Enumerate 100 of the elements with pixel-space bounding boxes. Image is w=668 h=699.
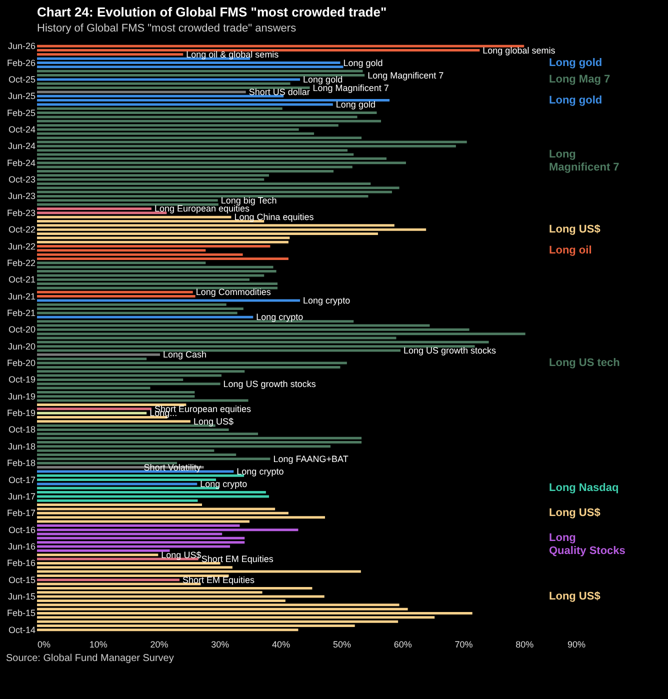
y-tick-label: Feb-23 (6, 208, 36, 218)
bar (37, 295, 196, 298)
bar (37, 258, 288, 260)
data-label: Long oil & global semis (186, 49, 280, 60)
y-tick-label: Oct-16 (8, 524, 36, 535)
bar (37, 358, 147, 360)
y-tick-label: Feb-26 (6, 58, 36, 68)
y-tick-label: Jun-26 (8, 41, 36, 52)
bar (37, 491, 266, 494)
x-tick-label: 10% (89, 640, 108, 650)
bar (37, 528, 298, 532)
bar (37, 162, 406, 164)
y-tick-label: Oct-18 (8, 424, 36, 435)
bar (37, 228, 426, 231)
chart-title: Chart 24: Evolution of Global FMS "most crowded trade" (37, 4, 387, 20)
annotation: Long US$ (549, 224, 600, 236)
x-tick-label: 30% (211, 640, 230, 650)
annotation: Long gold (549, 56, 602, 69)
y-tick-label: Feb-16 (6, 558, 36, 568)
y-tick-label: Oct-22 (8, 224, 36, 235)
data-label: Long FAANG+BAT (273, 454, 349, 464)
bar (37, 412, 147, 414)
data-label: Long big Tech (220, 195, 277, 206)
y-tick-label: Oct-20 (8, 324, 36, 335)
annotation: Long Quality Stocks (549, 532, 626, 558)
bar (37, 353, 160, 356)
bar (37, 620, 398, 623)
data-label: Long crypto (256, 312, 304, 322)
x-tick-label: 90% (567, 640, 586, 650)
x-tick-label: 0% (38, 640, 51, 650)
bar (37, 112, 377, 114)
data-label: Short EM Equities (182, 574, 256, 585)
bar (37, 290, 193, 294)
data-label: Short US dollar (248, 86, 310, 97)
bar (37, 245, 270, 248)
chart-subtitle: History of Global FMS "most crowded trade" answers (37, 22, 297, 35)
data-label: Long Magnificent 7 (368, 70, 444, 80)
bar (37, 186, 400, 190)
y-tick-label: Feb-24 (6, 158, 36, 168)
data-label: Long crypto (303, 295, 350, 306)
y-tick-label: Jun-19 (8, 391, 36, 402)
y-tick-label: Feb-17 (6, 508, 36, 518)
bar (37, 190, 392, 194)
y-tick-label: Oct-24 (8, 124, 36, 134)
bar (37, 166, 352, 168)
data-label: Long US$ (161, 550, 202, 560)
data-label: Long European equities (154, 204, 250, 214)
y-tick-label: Jun-25 (8, 91, 36, 102)
bar (37, 554, 158, 556)
annotation: Long gold (549, 94, 602, 106)
source-note: Source: Global Fund Manager Survey (5, 652, 175, 664)
bar (37, 499, 198, 502)
y-tick-label: Jun-21 (8, 291, 36, 302)
bar (37, 86, 310, 90)
y-tick-label: Oct-15 (8, 574, 36, 585)
bar (37, 270, 276, 273)
y-tick-label: Jun-23 (8, 191, 36, 202)
data-label: Long Commodities (196, 287, 272, 298)
x-tick-label: 20% (150, 640, 168, 650)
bar (37, 570, 361, 573)
bar (37, 578, 180, 582)
annotation: Long oil (549, 244, 592, 256)
y-tick-label: Jun-20 (8, 341, 36, 352)
bar (37, 340, 489, 344)
bar (37, 390, 195, 394)
data-label: Short EM Equities (201, 554, 274, 564)
y-tick-label: Jun-24 (8, 141, 36, 152)
bar (37, 395, 195, 398)
y-tick-label: Oct-25 (8, 74, 36, 84)
bar (37, 586, 312, 590)
bar (37, 536, 245, 540)
y-tick-label: Feb-19 (6, 408, 36, 418)
bar (37, 308, 244, 310)
bar (37, 316, 254, 318)
bar (37, 224, 394, 227)
data-label: Long crypto (236, 466, 284, 476)
y-tick-label: Oct-19 (8, 374, 36, 385)
y-tick-label: Feb-15 (6, 608, 36, 618)
bar (37, 362, 347, 364)
bar (37, 495, 269, 498)
data-label: Long crypto (200, 478, 248, 489)
annotation: Long Mag 7 (549, 73, 610, 86)
bar (37, 604, 400, 606)
annotation: Long Magnificent 7 (549, 148, 620, 174)
bar (37, 70, 363, 72)
bar (37, 66, 344, 68)
x-tick-label: 60% (394, 640, 412, 650)
data-label: Long Cash (162, 350, 207, 360)
data-label: Long US growth stocks (223, 378, 316, 389)
bar (37, 140, 467, 144)
bar (37, 374, 222, 377)
bar (37, 382, 220, 386)
annotation: Long US$ (549, 507, 600, 520)
bar (37, 612, 472, 614)
bar (37, 332, 526, 336)
annotation: Long US tech (549, 357, 620, 370)
bar (37, 432, 258, 436)
bar (37, 203, 218, 206)
bar (37, 299, 300, 302)
bar (37, 240, 288, 244)
